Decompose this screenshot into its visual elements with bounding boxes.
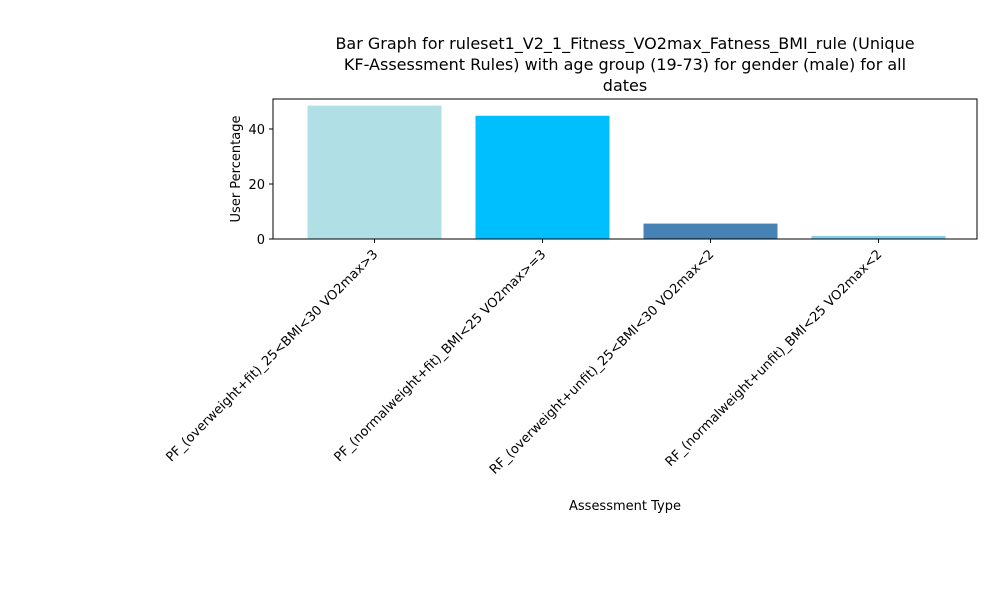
chart-title: Bar Graph for ruleset1_V2_1_Fitness_VO2m… xyxy=(335,34,914,95)
chart-title-line-1: Bar Graph for ruleset1_V2_1_Fitness_VO2m… xyxy=(335,34,914,54)
bar-1 xyxy=(307,105,442,239)
x-tick-label-4: RF_(normalweight+unfit)_BMI<25 VO2max<2 xyxy=(663,247,886,470)
y-tick-label-1: 0 xyxy=(257,233,265,248)
bar-2 xyxy=(475,115,610,239)
bars-group xyxy=(307,105,946,239)
y-tick-label-2: 20 xyxy=(248,178,265,193)
y-axis-label: User Percentage xyxy=(229,116,244,223)
x-axis-label: Assessment Type xyxy=(569,499,681,514)
bar-4 xyxy=(811,235,946,239)
plot-frame xyxy=(272,98,978,240)
bar-3 xyxy=(643,223,778,239)
chart-title-line-3: dates xyxy=(603,76,647,95)
chart-title-line-2: KF-Assessment Rules) with age group (19-… xyxy=(344,55,906,74)
y-ticks-group: 0 20 40 xyxy=(248,123,273,248)
y-tick-label-3: 40 xyxy=(248,123,265,138)
x-ticks-group: PF_(overweight+fit)_25<BMI<30 VO2max>3PF… xyxy=(163,239,885,478)
x-tick-label-1: PF_(overweight+fit)_25<BMI<30 VO2max>3 xyxy=(163,247,381,465)
x-tick-label-2: PF_(normalweight+fit)_BMI<25 VO2max>=3 xyxy=(331,247,549,465)
